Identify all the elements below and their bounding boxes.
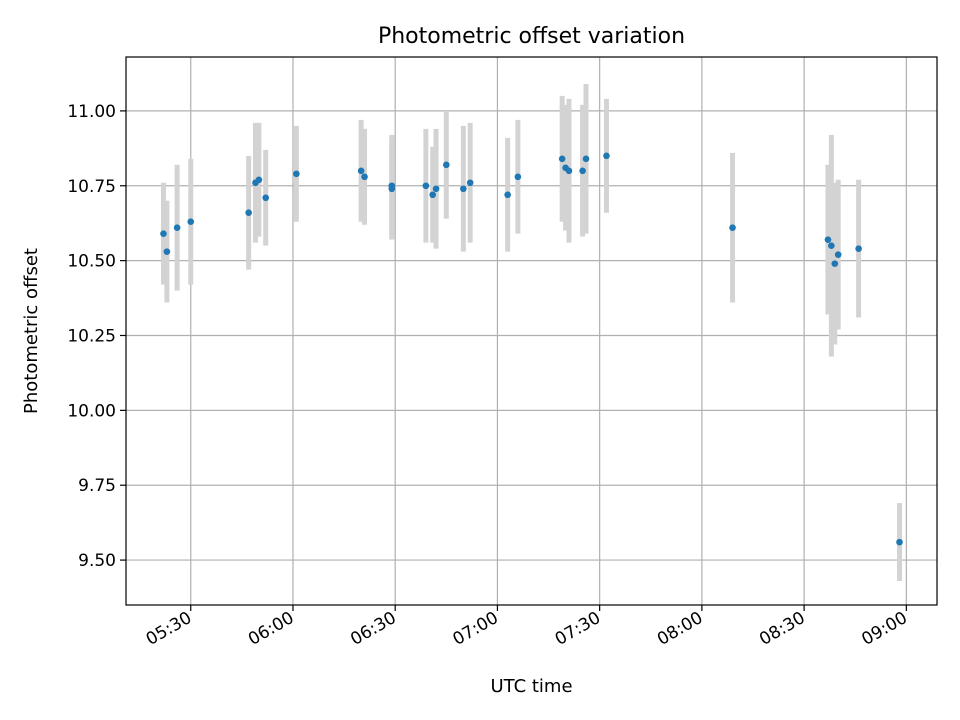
data-point — [160, 230, 167, 237]
y-tick-label: 10.75 — [67, 177, 116, 197]
y-axis-label: Photometric offset — [21, 248, 42, 414]
y-tick-label: 10.00 — [67, 401, 116, 421]
data-point — [729, 224, 736, 231]
data-point — [187, 218, 195, 225]
data-point — [443, 161, 450, 169]
data-point — [173, 224, 181, 231]
data-point — [579, 167, 586, 175]
data-points — [160, 152, 903, 546]
data-point — [824, 236, 832, 243]
chart-title: Photometric offset variation — [378, 24, 685, 49]
data-point — [245, 209, 252, 217]
data-point — [293, 170, 300, 178]
data-point — [163, 248, 171, 255]
data-point — [429, 191, 436, 199]
data-point — [828, 242, 835, 249]
data-point — [422, 182, 430, 190]
data-point — [262, 194, 270, 202]
y-axis: 9.50 9.75 10.00 10.25 10.50 10.75 11.00 — [67, 102, 126, 571]
data-point — [831, 260, 839, 267]
data-point — [357, 167, 365, 175]
data-point — [558, 155, 566, 163]
data-point — [460, 185, 467, 193]
plot-frame — [125, 56, 938, 606]
data-point — [255, 176, 263, 184]
grid — [126, 57, 937, 605]
data-point — [603, 152, 610, 160]
data-point — [896, 538, 903, 546]
data-point — [565, 167, 573, 175]
x-axis-label: UTC time — [490, 676, 572, 697]
y-tick-label: 10.50 — [67, 252, 116, 272]
data-point — [361, 173, 368, 181]
y-tick-label: 9.75 — [78, 476, 116, 496]
y-tick-label: 11.00 — [67, 102, 116, 122]
data-point — [514, 173, 522, 181]
y-tick-label: 9.50 — [78, 551, 116, 571]
y-tick-label: 10.25 — [67, 326, 116, 346]
data-point — [582, 155, 590, 163]
data-point — [855, 245, 862, 252]
data-point — [432, 185, 440, 193]
data-point — [834, 251, 842, 258]
data-point — [388, 185, 396, 193]
data-point — [466, 179, 474, 187]
data-point — [504, 191, 511, 199]
